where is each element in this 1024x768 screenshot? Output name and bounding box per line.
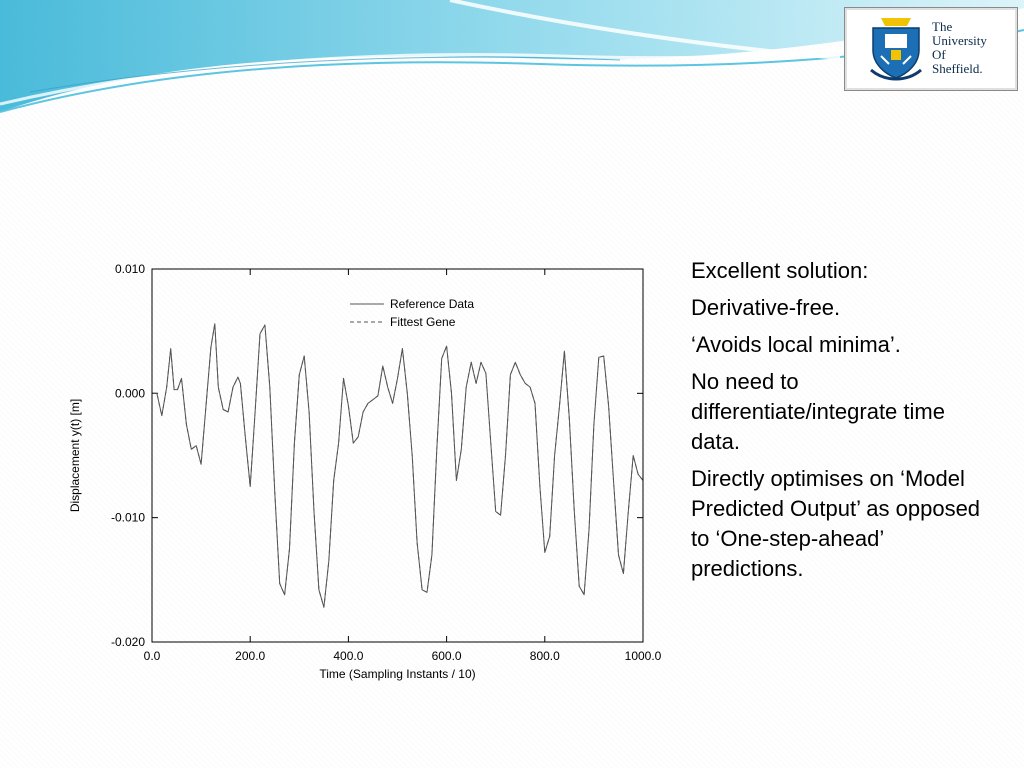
legend-label-fittest: Fittest Gene [390,315,456,329]
logo-line-1: The [932,19,953,34]
bullet-item: Directly optimises on ‘Model Predicted O… [691,466,981,581]
series-lines [152,323,644,608]
x-axis-ticks: 0.0 200.0 400.0 600.0 800.0 1000.0 [144,269,662,663]
logo-line-2: University [932,33,987,48]
displacement-chart: 0.010 0.000 -0.010 -0.020 0.0 200.0 400.0 600.… [68,262,662,681]
bullet-item: Derivative-free. [691,295,841,320]
crest-shield-icon [870,18,922,81]
legend-label-reference: Reference Data [390,297,474,311]
y-tick-label: -0.010 [111,511,145,525]
y-tick-label: 0.010 [115,262,145,276]
x-tick-label: 600.0 [432,649,462,663]
plot-frame [151,268,644,643]
university-logo: The University Of Sheffield. [844,7,1018,91]
bullet-item: No need to differentiate/integrate time … [691,369,945,454]
y-axis-label: Displacement y(t) [m] [68,399,82,512]
x-tick-label: 0.0 [144,649,161,663]
y-tick-label: 0.000 [115,386,145,400]
x-tick-label: 400.0 [333,649,363,663]
x-axis-label: Time (Sampling Instants / 10) [319,667,475,681]
bullet-list: Excellent solution: Derivative-free. ‘Av… [691,256,991,591]
x-tick-label: 1000.0 [625,649,662,663]
logo-line-3: Of [932,47,946,62]
series-line-reference-data [152,323,644,608]
university-name: The University Of Sheffield. [932,20,987,76]
series-line-fittest-gene [152,323,644,608]
x-tick-label: 200.0 [235,649,265,663]
bullet-item: ‘Avoids local minima’. [691,332,901,357]
logo-line-4: Sheffield. [932,61,983,76]
y-axis-ticks: 0.010 0.000 -0.010 -0.020 [111,262,643,649]
y-tick-label: -0.020 [111,635,145,649]
x-tick-label: 800.0 [530,649,560,663]
bullet-item: Excellent solution: [691,258,869,283]
legend: Reference Data Fittest Gene [350,297,474,329]
